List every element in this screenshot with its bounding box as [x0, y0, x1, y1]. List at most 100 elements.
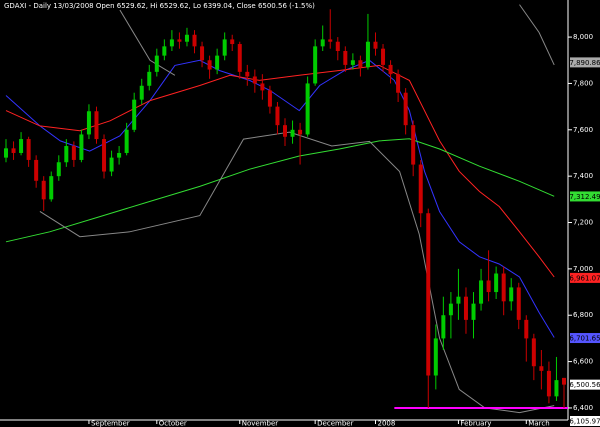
price-label: 6,701.65 [569, 335, 600, 343]
y-tick-label: 7,000 [573, 265, 593, 273]
candle-body [162, 46, 167, 56]
candle-body [245, 71, 250, 77]
candle-body [79, 134, 84, 160]
x-tick-label: 2008 [377, 420, 395, 427]
candle-body [200, 46, 205, 61]
candle-body [448, 303, 453, 316]
price-label-box [570, 379, 600, 390]
candle-body [109, 157, 114, 172]
x-tick-label: March [528, 420, 549, 427]
candle-body [71, 146, 76, 160]
candle-body [267, 90, 272, 107]
candle-body [184, 34, 189, 42]
candle-body [562, 377, 566, 385]
candle-body [403, 92, 408, 126]
footer-box [570, 416, 600, 426]
candle-body [441, 315, 446, 339]
candle-body [298, 129, 303, 135]
candle-body [49, 176, 54, 200]
price-label: 6,961.07 [569, 274, 600, 282]
moving-average-line [5, 64, 555, 278]
candle-body [486, 280, 491, 293]
candle-body [102, 139, 107, 172]
candle-body [275, 106, 280, 126]
candle-body [4, 148, 8, 158]
candle-body [471, 303, 476, 320]
price-label-box [570, 333, 600, 344]
candle-body [41, 180, 46, 200]
candle-body [56, 162, 61, 177]
price-label-box [570, 191, 600, 202]
candle-body [192, 34, 197, 47]
x-tick-label: November [242, 420, 279, 427]
candle-body [456, 296, 461, 304]
price-label: 7,312.49 [569, 193, 600, 201]
candle-body [381, 48, 386, 65]
candle-body [479, 280, 484, 304]
candle-body [343, 50, 348, 65]
candle-body [34, 159, 39, 181]
candle-body [373, 41, 378, 49]
candle-body [463, 296, 468, 320]
candle-body [64, 146, 69, 163]
candle-body [86, 111, 91, 135]
candle-body [132, 99, 137, 130]
x-tick-label: February [460, 420, 491, 427]
candle-body [154, 55, 159, 72]
candle-body [147, 71, 152, 86]
y-tick-label: 7,800 [573, 79, 593, 87]
candle-body [139, 85, 144, 100]
candle-body [26, 139, 31, 160]
candle-body [11, 148, 16, 153]
y-tick-label: 7,200 [573, 219, 593, 227]
moving-average-line [119, 4, 555, 76]
candle-body [539, 366, 544, 371]
candle-body [290, 129, 295, 137]
moving-average-line [5, 59, 555, 338]
candle-body [554, 380, 559, 397]
candle-body [169, 39, 174, 47]
y-tick-label: 6,800 [573, 311, 593, 319]
candle-body [501, 273, 506, 302]
candle-body [117, 152, 122, 158]
x-tick-label: September [91, 420, 130, 427]
candle-body [509, 287, 514, 302]
candle-body [388, 64, 393, 75]
candle-body [215, 55, 220, 70]
candle-body [494, 273, 499, 293]
y-tick-label: 8,000 [573, 33, 593, 41]
candle-body [524, 319, 529, 339]
candle-body [177, 39, 182, 42]
moving-average-line [39, 131, 555, 414]
price-label-box [570, 272, 600, 283]
candle-body [313, 46, 318, 84]
candle-body [222, 39, 227, 56]
y-tick-label: 7,400 [573, 172, 593, 180]
candle-body [350, 60, 355, 65]
candle-body [252, 76, 257, 84]
y-tick-label: 6,400 [573, 404, 593, 412]
candle-body [328, 39, 333, 42]
candle-body [260, 83, 265, 91]
candle-body [411, 125, 416, 165]
y-tick-label: 7,600 [573, 126, 593, 134]
moving-average-line [5, 138, 555, 243]
chart-title: GDAXI - Daily 13/03/2008 Open 6529.62, H… [4, 2, 315, 10]
candle-body [546, 370, 551, 397]
y-tick-label: 6,600 [573, 358, 593, 366]
candle-body [531, 338, 536, 367]
x-tick-label: December [317, 420, 353, 427]
candle-body [94, 111, 99, 140]
candle-body [365, 41, 370, 68]
candle-body [335, 41, 340, 51]
candle-body [320, 39, 325, 47]
candle-body [230, 39, 235, 45]
price-label: 7,890.86 [569, 59, 600, 67]
candle-body [433, 338, 438, 376]
candle-body [358, 60, 363, 68]
candle-body [237, 44, 242, 72]
candle-body [283, 125, 287, 137]
price-label: 6,500.56 [569, 381, 600, 389]
